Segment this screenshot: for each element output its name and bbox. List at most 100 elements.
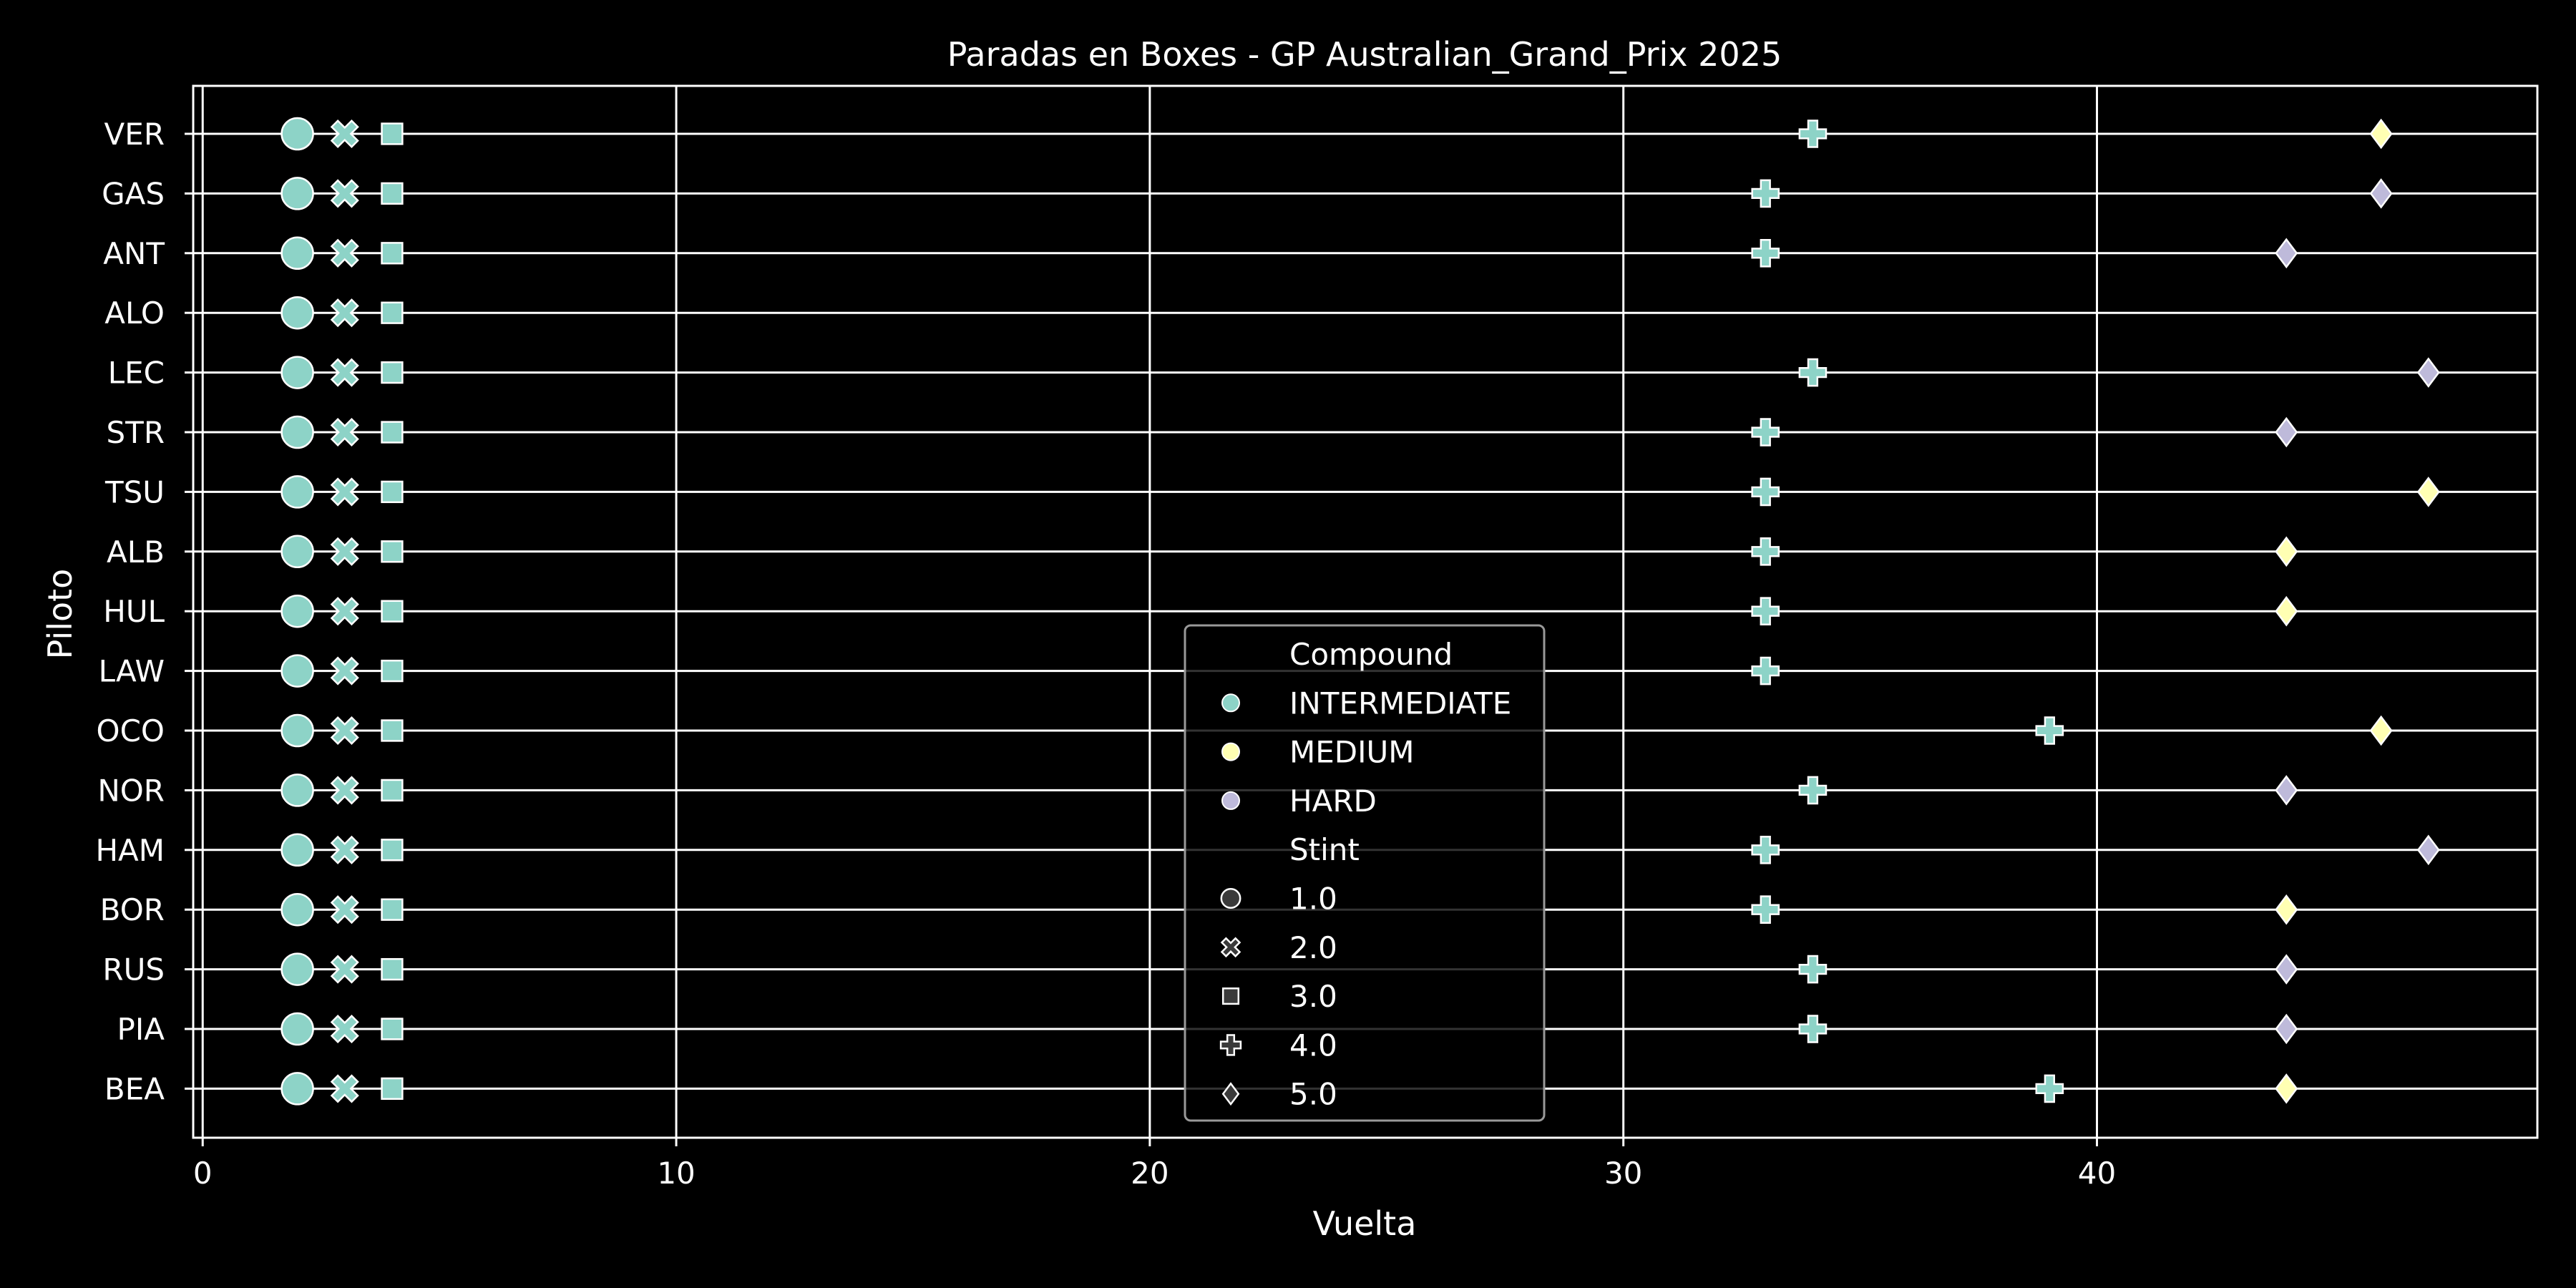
legend-stint-title: Stint — [1289, 832, 1360, 867]
data-point — [381, 480, 404, 504]
legend-stint-marker — [1221, 987, 1240, 1005]
data-point — [280, 1012, 314, 1046]
legend-compound-label: INTERMEDIATE — [1289, 686, 1511, 721]
y-axis-label: Piloto — [41, 569, 79, 660]
data-point — [1798, 1015, 1828, 1043]
data-point — [330, 835, 359, 864]
data-point — [2416, 834, 2440, 866]
legend-box — [1184, 624, 1546, 1122]
data-point — [330, 298, 359, 328]
legend-compound-title: Compound — [1289, 637, 1453, 672]
data-point — [2275, 536, 2298, 567]
data-point — [1798, 776, 1828, 805]
data-point — [381, 898, 404, 921]
data-point — [330, 179, 359, 208]
legend-compound-marker — [1221, 791, 1240, 810]
y-tick-label: PIA — [117, 1012, 165, 1047]
y-tick-label: OCO — [97, 713, 165, 748]
data-point — [280, 1072, 314, 1106]
data-point — [330, 716, 359, 746]
data-point — [2275, 1073, 2298, 1104]
data-point — [280, 296, 314, 330]
data-point — [330, 1014, 359, 1044]
data-point — [280, 236, 314, 270]
data-point — [2275, 954, 2298, 985]
legend-stint-marker — [1219, 1034, 1242, 1056]
data-point — [2369, 715, 2393, 746]
data-point — [280, 177, 314, 210]
y-tick-label: BOR — [100, 892, 165, 927]
data-point — [1798, 955, 1828, 984]
x-tick-label: 20 — [1131, 1156, 1169, 1191]
data-point — [381, 540, 404, 563]
data-point — [2275, 775, 2298, 806]
data-point — [1751, 477, 1780, 507]
x-tick-label: 10 — [657, 1156, 695, 1191]
data-point — [2275, 894, 2298, 925]
y-tick-label: ALB — [107, 535, 165, 570]
data-point — [280, 535, 314, 569]
data-point — [1751, 418, 1780, 447]
data-point — [1798, 358, 1828, 387]
data-point — [381, 659, 404, 683]
data-point — [2416, 477, 2440, 507]
data-point — [381, 957, 404, 981]
y-tick-label: BEA — [104, 1071, 165, 1106]
data-point — [2035, 716, 2064, 745]
x-axis-ticks: 0 10 20 30 40 — [193, 1138, 2116, 1191]
data-point — [2275, 1013, 2298, 1045]
data-point — [1751, 537, 1780, 566]
data-points — [280, 117, 2440, 1106]
data-point — [1751, 238, 1780, 268]
data-point — [330, 358, 359, 387]
legend-stint-label: 3.0 — [1289, 979, 1337, 1014]
data-point — [381, 719, 404, 742]
data-point — [330, 1074, 359, 1103]
x-tick-label: 30 — [1604, 1156, 1642, 1191]
legend-stint-label: 5.0 — [1289, 1077, 1337, 1112]
data-point — [330, 119, 359, 149]
y-tick-label: NOR — [97, 773, 165, 808]
y-tick-label: TSU — [104, 474, 165, 509]
legend-stint-label: 1.0 — [1289, 882, 1337, 917]
legend: Compound INTERMEDIATE MEDIUM HARD Stint 1.0 2.… — [1184, 624, 1546, 1122]
y-axis-ticks: VER GAS ANT ALO LEC STR TSU ALB HUL LAW OCO NOR HAM B… — [95, 117, 193, 1106]
legend-stint-label: 2.0 — [1289, 930, 1337, 965]
data-point — [2275, 238, 2298, 269]
data-point — [381, 779, 404, 802]
x-axis-label: Vuelta — [1313, 1204, 1417, 1243]
data-point — [381, 421, 404, 444]
x-tick-label: 40 — [2078, 1156, 2116, 1191]
y-tick-label: GAS — [102, 176, 165, 211]
data-point — [1798, 119, 1828, 148]
data-point — [381, 242, 404, 265]
chart-title: Paradas en Boxes - GP Australian_Grand_P… — [947, 35, 1782, 74]
data-point — [280, 774, 314, 807]
y-tick-label: ANT — [103, 236, 165, 271]
legend-compound-marker — [1221, 693, 1240, 713]
legend-stint-marker — [1221, 1082, 1240, 1106]
data-point — [1751, 656, 1780, 686]
data-point — [381, 361, 404, 384]
data-point — [330, 238, 359, 268]
data-point — [2416, 357, 2440, 388]
y-tick-label: STR — [107, 415, 165, 450]
y-tick-label: LEC — [108, 356, 165, 391]
data-point — [330, 477, 359, 507]
data-point — [280, 475, 314, 509]
data-point — [381, 1077, 404, 1101]
data-point — [280, 952, 314, 986]
data-point — [330, 776, 359, 805]
y-tick-label: ALO — [104, 296, 165, 331]
data-point — [2275, 416, 2298, 448]
data-point — [280, 713, 314, 748]
data-point — [330, 656, 359, 686]
legend-stint-marker — [1220, 937, 1241, 958]
data-point — [280, 117, 314, 151]
data-point — [2369, 178, 2393, 209]
y-tick-label: LAW — [99, 654, 165, 689]
legend-stint-label: 4.0 — [1289, 1028, 1337, 1063]
data-point — [381, 1018, 404, 1040]
data-point — [330, 597, 359, 626]
